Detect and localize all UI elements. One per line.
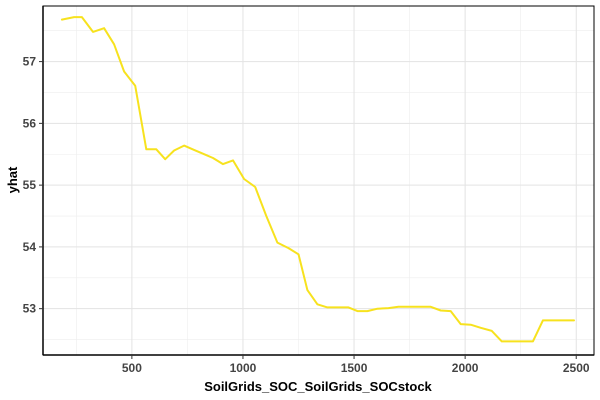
y-tick-label: 56 [23, 116, 37, 130]
x-tick-label: 1000 [230, 361, 257, 375]
x-axis-title: SoilGrids_SOC_SoilGrids_SOCstock [204, 379, 432, 394]
y-axis-ticks: 53 54 55 56 57 [23, 55, 43, 316]
panel-border [42, 5, 595, 356]
y-axis-title: yhat [5, 166, 20, 193]
y-tick-label: 57 [23, 55, 37, 69]
minor-gridlines [43, 6, 594, 355]
x-tick-label: 2500 [563, 361, 590, 375]
y-tick-label: 53 [23, 302, 37, 316]
x-tick-label: 1500 [341, 361, 368, 375]
y-tick-label: 55 [23, 178, 37, 192]
x-axis-ticks: 500 1000 1500 2000 2500 [122, 355, 590, 375]
y-tick-label: 54 [23, 240, 37, 254]
x-tick-label: 500 [122, 361, 142, 375]
major-gridlines [43, 6, 594, 355]
yhat-series-line [60, 16, 575, 343]
series-layer [60, 16, 575, 343]
x-tick-label: 2000 [452, 361, 479, 375]
